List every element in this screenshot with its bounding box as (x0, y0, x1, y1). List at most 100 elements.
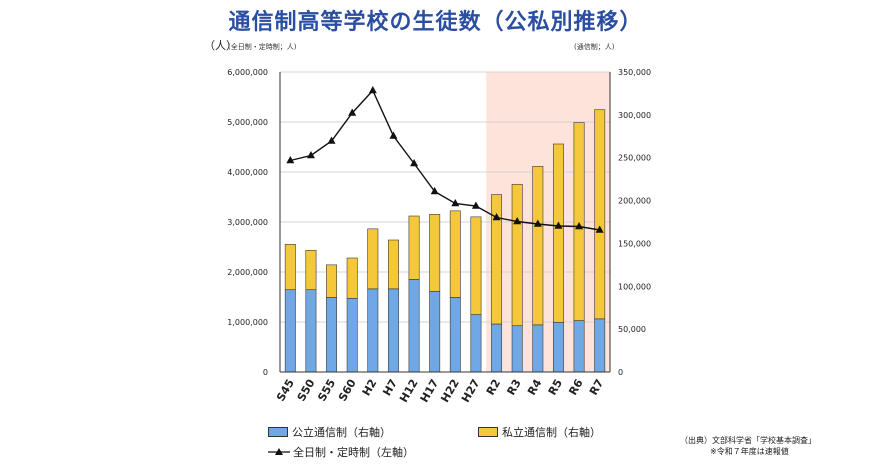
marker-fulltime-R5 (554, 221, 563, 229)
x-tick-label-H22: H22 (438, 377, 462, 405)
bar-public-H12 (408, 279, 420, 373)
bar-private-R7 (594, 109, 606, 320)
right-axis-unit: (通信制；人) (574, 43, 615, 51)
bar-public-H7 (387, 288, 399, 373)
left-tick-label: 1,000,000 (227, 318, 268, 327)
x-tick-label-H2: H2 (360, 377, 380, 398)
left-tick-label: 2,000,000 (227, 268, 268, 277)
left-tick-label: 3,000,000 (227, 218, 268, 227)
bar-public-R4 (532, 324, 544, 373)
marker-fulltime-H2 (368, 86, 377, 94)
marker-fulltime-R3 (513, 217, 522, 225)
bar-public-H2 (367, 288, 379, 373)
marker-fulltime-R7 (595, 225, 604, 233)
bar-public-H17 (429, 291, 441, 373)
bar-public-S60 (346, 297, 358, 373)
legend-item-public: 公立通信制（右軸） (268, 424, 391, 440)
bar-private-S45 (284, 243, 296, 291)
marker-fulltime-R2 (492, 213, 501, 221)
legend-item-fulltime: 全日制・定時制（左軸） (268, 444, 414, 460)
axes-group (279, 72, 611, 373)
x-tick-label-S60: S60 (336, 377, 359, 404)
x-tick-label-H7: H7 (380, 377, 400, 398)
marker-fulltime-S55 (327, 136, 336, 144)
x-tick-label-H17: H17 (418, 377, 442, 405)
x-tick-label-R5: R5 (546, 377, 565, 397)
unit-label: （人） (204, 39, 237, 52)
right-tick-label: 100,000 (618, 282, 651, 291)
bar-public-R6 (573, 320, 585, 373)
marker-fulltime-H22 (451, 199, 460, 207)
x-tick-label-H12: H12 (397, 377, 421, 405)
bar-public-R2 (491, 323, 503, 373)
x-tick-label-S45: S45 (274, 377, 297, 404)
left-tick-label: 5,000,000 (227, 118, 268, 127)
marker-fulltime-H7 (389, 131, 398, 139)
marker-fulltime-S60 (348, 108, 357, 116)
bar-private-S50 (305, 249, 317, 291)
bar-private-S60 (346, 257, 358, 299)
right-tick-label: 0 (618, 368, 623, 377)
bars-group (284, 109, 606, 373)
left-tick-label: 4,000,000 (227, 168, 268, 177)
marker-fulltime-S45 (286, 156, 295, 164)
left-axis-unit: (全日制・定時制；人) (228, 43, 297, 51)
x-tick-label-H27: H27 (459, 377, 483, 405)
right-tick-label: 50,000 (618, 325, 646, 334)
bar-private-R5 (552, 143, 564, 323)
x-tick-label-S50: S50 (295, 377, 318, 404)
legend-item-private: 私立通信制（右軸） (478, 424, 601, 440)
x-tick-label-S55: S55 (315, 377, 338, 404)
legend-line-triangle-icon (268, 448, 290, 455)
marker-fulltime-S50 (306, 151, 315, 159)
source-note: （出典）文部科学省「学校基本調査」 ※令和７年度は速報値 (680, 435, 816, 457)
marker-fulltime-H12 (410, 159, 419, 167)
line-series-group (286, 86, 604, 233)
source-line: （出典）文部科学省「学校基本調査」 (680, 436, 816, 445)
marker-fulltime-R4 (533, 219, 542, 227)
bar-public-S55 (326, 297, 338, 373)
right-tick-label: 150,000 (618, 239, 651, 248)
bar-public-S50 (305, 289, 317, 373)
legend-label-private: 私立通信制（右軸） (502, 426, 601, 439)
bar-private-S55 (326, 264, 338, 298)
x-tick-label-R7: R7 (587, 377, 606, 397)
x-tick-label-R4: R4 (525, 377, 544, 398)
bar-public-S45 (284, 289, 296, 373)
bar-private-H27 (470, 216, 482, 315)
marker-fulltime-R6 (575, 222, 584, 230)
left-tick-label: 0 (263, 368, 268, 377)
bar-public-R7 (594, 318, 606, 373)
legend-label-public: 公立通信制（右軸） (292, 426, 391, 439)
bar-public-H22 (449, 297, 461, 373)
bar-private-H12 (408, 215, 420, 280)
marker-fulltime-H27 (471, 201, 480, 209)
legend-swatch-private (478, 427, 498, 437)
bar-private-R3 (511, 183, 523, 327)
x-tick-label-R6: R6 (566, 377, 585, 398)
right-tick-label: 350,000 (618, 68, 651, 77)
right-tick-label: 300,000 (618, 111, 651, 120)
bar-private-R2 (491, 194, 503, 325)
bar-public-R5 (552, 321, 564, 373)
right-tick-label: 200,000 (618, 197, 651, 206)
bar-private-R4 (532, 165, 544, 326)
source-remark: ※令和７年度は速報値 (710, 447, 789, 456)
bar-public-H27 (470, 314, 482, 373)
bar-public-R3 (511, 325, 523, 373)
x-tick-label-R2: R2 (484, 377, 503, 397)
marker-fulltime-H17 (430, 187, 439, 195)
left-tick-label: 6,000,000 (227, 68, 268, 77)
right-tick-label: 250,000 (618, 154, 651, 163)
legend-label-fulltime: 全日制・定時制（左軸） (293, 446, 414, 459)
page-title: 通信制高等学校の生徒数（公私別推移） (228, 10, 643, 35)
bar-private-H2 (367, 228, 379, 290)
bar-private-H7 (387, 239, 399, 290)
bar-private-H17 (429, 213, 441, 292)
bar-private-H22 (449, 210, 461, 298)
x-tick-label-R3: R3 (504, 377, 523, 397)
line-fulltime (290, 89, 600, 231)
legend-swatch-public (268, 427, 288, 437)
bar-private-R6 (573, 122, 585, 321)
